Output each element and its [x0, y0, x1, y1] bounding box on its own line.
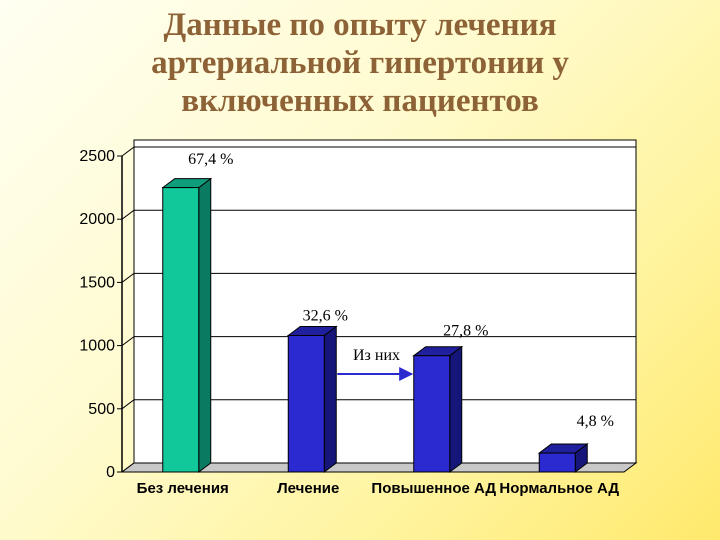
bar-side — [198, 177, 212, 473]
y-tick-label: 0 — [106, 464, 115, 481]
data-label: 67,4 % — [188, 151, 233, 168]
bars — [161, 177, 589, 473]
annotation-label: Из них — [353, 347, 400, 364]
y-tick-label: 2500 — [79, 148, 115, 165]
data-labels: 67,4 % 32,6 % 27,8 % 4,8 % — [188, 151, 614, 430]
plot-wall — [133, 139, 637, 464]
bar-front — [287, 334, 325, 473]
floor — [120, 462, 638, 473]
gridline-side — [121, 146, 135, 157]
y-tick-label: 500 — [88, 401, 115, 418]
bar-front — [162, 187, 200, 473]
bar — [161, 177, 213, 473]
x-axis: Без лечения Лечение Повышенное АД Нормально… — [137, 480, 620, 497]
gridline-side — [121, 336, 135, 347]
chart-floor — [120, 462, 638, 473]
bar-front — [413, 355, 451, 473]
y-tick-label: 1000 — [79, 338, 115, 355]
title-line: Данные по опыту лечения — [163, 7, 557, 43]
y-axis: 0 500 1000 1500 2000 2500 — [79, 148, 123, 481]
bar — [537, 443, 589, 473]
data-label: 27,8 % — [443, 323, 488, 340]
title-line: артериальной гипертонии у — [151, 45, 569, 81]
bar — [286, 325, 338, 473]
gridline-side — [121, 209, 135, 220]
bar-front — [538, 452, 576, 473]
x-category-label: Нормальное АД — [499, 480, 619, 497]
annotation: Из них — [337, 347, 414, 381]
data-label: 32,6 % — [303, 307, 348, 324]
y-tick-label: 2000 — [79, 211, 115, 228]
data-label: 4,8 % — [577, 413, 614, 430]
x-category-label: Лечение — [277, 480, 339, 497]
title-line: включенных пациентов — [181, 83, 539, 119]
bar-side — [449, 345, 463, 473]
gridline-side — [121, 399, 135, 410]
x-category-label: Повышенное АД — [371, 480, 496, 497]
gridline-side — [121, 272, 135, 283]
y-tick-label: 1500 — [79, 274, 115, 291]
bar — [412, 345, 464, 473]
bar-side — [323, 325, 337, 473]
slide-title: Данные по опыту лечения артериальной гип… — [0, 6, 720, 120]
x-category-label: Без лечения — [137, 480, 229, 497]
